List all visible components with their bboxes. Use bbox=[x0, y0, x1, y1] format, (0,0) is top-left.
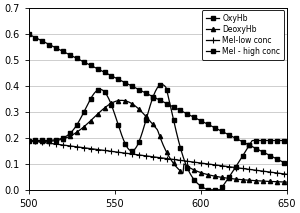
Legend: OxyHb, DeoxyHb, Mel-low conc, Mel - high conc: OxyHb, DeoxyHb, Mel-low conc, Mel - high… bbox=[202, 10, 284, 60]
